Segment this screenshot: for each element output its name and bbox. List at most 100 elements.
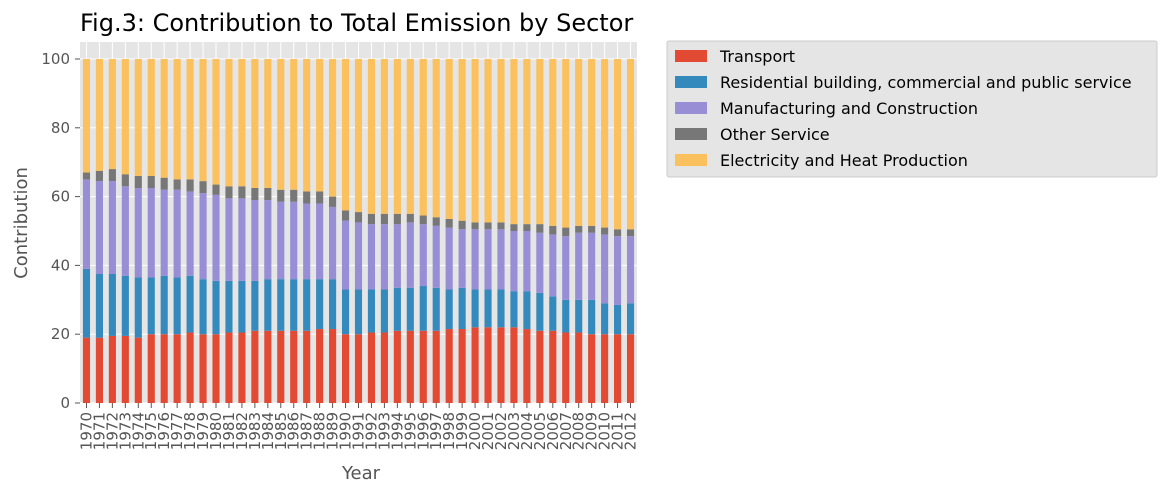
x-tick-label: 2009 — [583, 412, 601, 450]
x-tick-label: 2001 — [479, 412, 497, 450]
bar-segment — [575, 225, 583, 233]
bar-segment — [354, 289, 363, 335]
bar-segment — [251, 280, 259, 331]
x-tick-label: 1979 — [194, 412, 212, 450]
bar-segment — [134, 277, 142, 338]
bar-segment — [562, 332, 570, 403]
bar-segment — [147, 334, 155, 403]
legend-swatch — [675, 128, 707, 140]
x-tick-label: 1978 — [181, 412, 199, 450]
bar-segment — [316, 191, 324, 204]
bar-segment — [497, 327, 505, 403]
bar-segment — [354, 59, 363, 213]
y-tick-label: 80 — [51, 119, 70, 137]
bar-segment — [393, 287, 401, 331]
y-tick-label: 0 — [60, 394, 70, 412]
x-tick-label: 1980 — [207, 412, 225, 450]
bar-segment — [95, 170, 103, 182]
x-tick-label: 1984 — [259, 412, 277, 450]
x-tick-label: 1988 — [311, 412, 329, 450]
x-tick-label: 1999 — [453, 412, 471, 450]
x-tick-label: 1993 — [375, 412, 393, 450]
legend-label: Transport — [719, 47, 795, 66]
bar-segment — [329, 279, 337, 330]
bar-segment — [82, 268, 91, 338]
bar-segment — [329, 206, 337, 280]
bar-segment — [264, 330, 272, 403]
bar-segment — [303, 279, 311, 331]
bar-segment — [536, 292, 544, 331]
bar-segment — [238, 280, 246, 333]
bar-segment — [445, 289, 453, 330]
bar-segment — [238, 59, 246, 187]
bar-segment — [575, 299, 583, 333]
y-tick-label: 20 — [51, 325, 70, 343]
bar-segment — [341, 334, 350, 403]
bar-segment — [588, 334, 596, 403]
x-tick-label: 1998 — [440, 412, 458, 450]
bar-segment — [147, 277, 155, 335]
bar-segment — [380, 224, 388, 290]
x-tick-label: 1997 — [427, 412, 445, 450]
x-tick-label: 1974 — [129, 412, 147, 450]
bar-segment — [147, 175, 155, 188]
y-tick-label: 100 — [41, 50, 70, 68]
bar-segment — [108, 274, 116, 336]
bar-segment — [95, 274, 103, 338]
bar-segment — [588, 299, 596, 335]
bar-segment — [419, 215, 427, 225]
bar-segment — [264, 200, 272, 280]
x-tick-label: 1994 — [388, 412, 406, 450]
bar-segment — [303, 203, 311, 280]
bar-segment — [212, 59, 220, 185]
bar-segment — [108, 169, 116, 182]
bar-segment — [601, 227, 609, 235]
bar-segment — [173, 179, 181, 190]
bar-segment — [562, 236, 570, 300]
bar-segment — [173, 334, 181, 403]
bar-segment — [329, 59, 337, 197]
bar-segment — [121, 275, 129, 336]
bar-segment — [160, 177, 168, 190]
bar-segment — [484, 222, 492, 230]
x-tick-label: 1992 — [362, 412, 380, 450]
legend-box — [666, 40, 1158, 178]
x-tick-label: 1986 — [285, 412, 303, 450]
bar-segment — [186, 179, 194, 192]
bar-segment — [354, 334, 363, 403]
bar-segment — [497, 59, 505, 223]
legend-swatch — [675, 50, 707, 62]
bar-segment — [549, 296, 557, 331]
bar-segment — [186, 332, 194, 403]
y-tick-label: 40 — [51, 256, 70, 274]
bar-segment — [290, 201, 298, 280]
bar-segment — [419, 224, 427, 287]
bar-segment — [393, 224, 401, 288]
bar-segment — [458, 287, 466, 330]
bar-segment — [134, 337, 142, 403]
x-axis-label: Year — [341, 463, 381, 484]
bar-segment — [341, 210, 350, 221]
bar-segment — [251, 188, 259, 201]
bar-segment — [458, 329, 466, 403]
bar-segment — [380, 213, 388, 225]
x-tick-label: 1982 — [233, 412, 251, 450]
bar-segment — [121, 59, 129, 175]
bar-segment — [367, 289, 376, 333]
bar-segment — [277, 279, 285, 331]
bar-segment — [160, 334, 168, 403]
x-tick-label: 1977 — [168, 412, 186, 450]
bar-segment — [134, 175, 142, 188]
bar-segment — [134, 59, 142, 176]
legend-label: Electricity and Heat Production — [720, 151, 968, 170]
bar-segment — [406, 59, 414, 214]
x-tick-label: 2010 — [596, 412, 614, 450]
bar-segment — [575, 332, 583, 403]
bar-segment — [199, 181, 207, 194]
bar-segment — [523, 224, 531, 231]
bar-segment — [458, 229, 466, 288]
legend: Transport Residential building, commercia… — [666, 40, 1158, 178]
bar-segment — [471, 327, 479, 403]
x-tick-label: 2000 — [466, 412, 484, 450]
bar-segment — [329, 329, 337, 403]
